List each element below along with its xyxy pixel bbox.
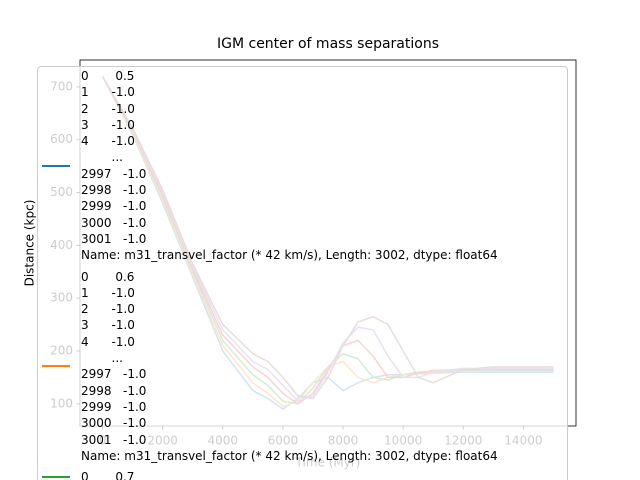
legend-label: 0 0.5 1 -1.0 2 -1.0 3 -1.0 4 -1.0 ... 29… (81, 69, 498, 263)
legend-entry: 0 0.7 (38, 469, 567, 480)
y-axis-label: Distance (kpc) (23, 200, 37, 287)
legend-label: 0 0.6 1 -1.0 2 -1.0 3 -1.0 4 -1.0 ... 29… (81, 269, 498, 463)
legend-handle (42, 365, 70, 368)
legend-entry: 0 0.6 1 -1.0 2 -1.0 3 -1.0 4 -1.0 ... 29… (38, 269, 567, 465)
legend-entry: 0 0.5 1 -1.0 2 -1.0 3 -1.0 4 -1.0 ... 29… (38, 68, 567, 264)
legend-label: 0 0.7 (81, 470, 135, 480)
legend-handle (42, 476, 70, 479)
chart-title: IGM center of mass separations (217, 36, 439, 52)
legend: 0 0.5 1 -1.0 2 -1.0 3 -1.0 4 -1.0 ... 29… (37, 66, 568, 480)
legend-handle (42, 164, 70, 167)
